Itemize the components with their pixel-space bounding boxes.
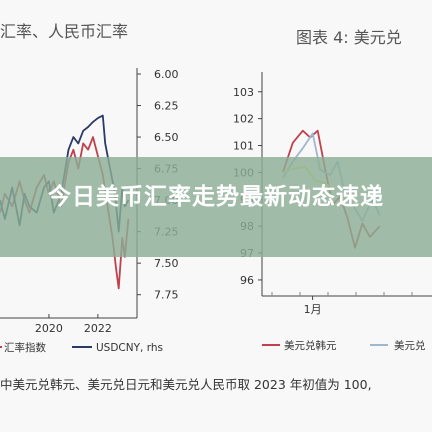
left-panel-title: 汇率、人民币汇率: [0, 22, 129, 41]
left-legend-label-1: 汇率指数: [4, 341, 46, 354]
left-x-tick-label: 2022: [84, 322, 112, 335]
right-legend-label-1: 美元兑韩元: [284, 339, 337, 352]
footnote: 中美元兑韩元、美元兑日元和美元兑人民币取 2023 年初值为 100,: [0, 377, 372, 392]
left-legend-label-2: USDCNY, rhs: [96, 342, 163, 354]
left-y-tick-label: 6.00: [154, 68, 179, 81]
headline-title: 今日美币汇率走势最新动态速递: [48, 184, 384, 210]
right-panel-title: 图表 4: 美元兑: [296, 28, 402, 47]
right-x-tick-label: 1月: [304, 303, 322, 316]
right-y-tick-label: 102: [233, 113, 254, 126]
left-x-tick-label: 2020: [35, 322, 63, 335]
left-y-tick-label: 6.25: [154, 100, 179, 113]
left-y-tick-label: 7.75: [154, 289, 179, 302]
right-y-tick-label: 96: [240, 274, 254, 287]
left-y-tick-label: 6.50: [154, 131, 179, 144]
right-y-tick-label: 103: [233, 86, 254, 99]
right-legend-label-2: 美元兑: [394, 339, 426, 352]
right-y-tick-label: 101: [233, 140, 254, 153]
left-y-tick-label: 7.50: [154, 257, 179, 270]
headline-banner: [0, 157, 432, 257]
